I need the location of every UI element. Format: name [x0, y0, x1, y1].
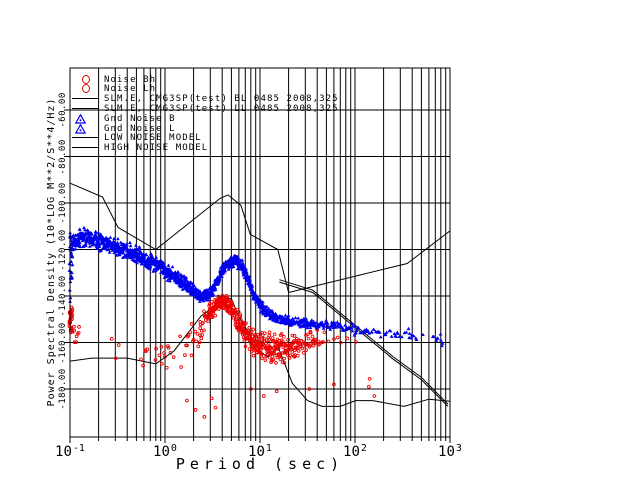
x-tick-exponent: -1 — [72, 443, 85, 454]
instrument-bl-line — [279, 279, 449, 405]
legend-item: LOW NOISE MODEL — [72, 133, 202, 143]
red-circle-icon — [72, 74, 104, 85]
legend-item: HIGH NOISE MODEL — [72, 143, 208, 153]
legend-label: LOW NOISE MODEL — [104, 133, 202, 144]
x-tick-exponent: 2 — [360, 443, 367, 454]
y-tick-label: -180.00 — [58, 368, 68, 410]
x-tick-exponent: 1 — [265, 443, 272, 454]
x-axis-title: Period (sec) — [175, 455, 345, 473]
legend-label: SLM.E, CMG3SP(test) LL 0485 2008,325 — [104, 103, 339, 114]
x-tick-label: 103 — [420, 441, 480, 460]
x-tick-base: 10 — [343, 444, 360, 460]
legend-label: Noise Lh — [104, 84, 157, 95]
red-circle-icon — [72, 84, 104, 94]
legend-item: SLM.E, CMG3SP(test) BL 0485 2008,325 — [72, 94, 339, 104]
line-marker — [72, 98, 99, 100]
high-noise-model-line — [69, 182, 451, 294]
legend-item: Gnd Noise B — [72, 113, 176, 124]
blue-triangle-icon — [72, 113, 104, 124]
noise-model-lines — [69, 182, 451, 407]
grid — [69, 68, 451, 437]
x-tick-label: 101 — [230, 441, 290, 460]
x-tick-exponent: 3 — [455, 443, 462, 454]
x-tick-exponent: 0 — [170, 443, 177, 454]
y-axis-title: Power Spectral Density (10*LOG M**2/S**4… — [46, 97, 57, 407]
noise-h-points — [67, 293, 377, 419]
plot-border — [69, 67, 451, 438]
legend-label: SLM.E, CMG3SP(test) BL 0485 2008,325 — [104, 94, 339, 105]
x-tick-base: 10 — [153, 444, 170, 460]
line-marker — [72, 137, 99, 139]
open-circle-marker — [82, 84, 90, 94]
x-tick-base: 10 — [438, 444, 455, 460]
line-sample-icon — [72, 94, 104, 104]
open-circle-marker — [82, 74, 90, 84]
legend-label: Gnd Noise L — [104, 123, 176, 134]
line-marker — [72, 147, 99, 149]
x-tick-label: 10-1 — [40, 441, 100, 460]
blue-triangle-icon — [72, 123, 104, 134]
x-tick-base: 10 — [55, 444, 72, 460]
line-sample-icon — [72, 133, 104, 143]
legend-label: Gnd Noise B — [104, 113, 176, 124]
x-tick-label: 102 — [325, 441, 385, 460]
line-marker — [72, 107, 99, 109]
axis-ticks — [64, 109, 451, 443]
legend-item: Gnd Noise L — [72, 123, 176, 134]
line-sample-icon — [72, 143, 104, 153]
legend-label: Noise Bh — [104, 74, 157, 85]
gnd-noise-points — [67, 225, 445, 348]
x-tick-label: 100 — [135, 441, 195, 460]
legend-item: SLM.E, CMG3SP(test) LL 0485 2008,325 — [72, 104, 339, 114]
x-tick-base: 10 — [248, 444, 265, 460]
instrument-ll-line — [279, 281, 449, 407]
line-sample-icon — [72, 104, 104, 114]
legend-label: HIGH NOISE MODEL — [104, 143, 209, 154]
legend-item: Noise Lh — [72, 84, 156, 94]
open-triangle-marker — [75, 123, 86, 134]
legend-item: Noise Bh — [72, 74, 157, 85]
scatter-data — [67, 225, 445, 419]
open-triangle-marker — [75, 113, 86, 124]
